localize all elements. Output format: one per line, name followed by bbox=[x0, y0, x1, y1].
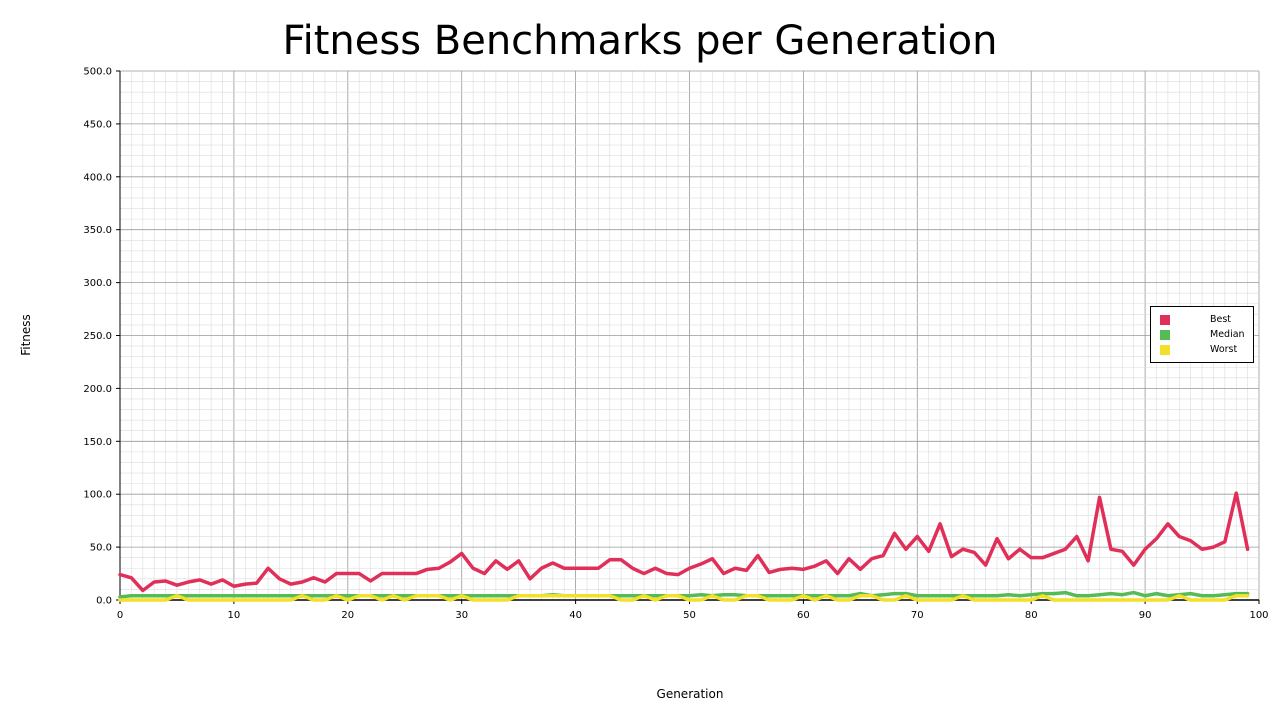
y-tick-label: 300.0 bbox=[83, 278, 112, 289]
legend-label-median: Median bbox=[1210, 329, 1245, 340]
legend-swatch-median bbox=[1160, 330, 1170, 340]
y-tick-label: 0.0 bbox=[96, 596, 112, 607]
x-tick-label: 20 bbox=[341, 610, 354, 621]
y-tick-label: 100.0 bbox=[83, 490, 112, 501]
x-tick-label: 0 bbox=[117, 610, 123, 621]
series-line-median bbox=[118, 590, 1250, 599]
x-tick-label: 60 bbox=[797, 610, 810, 621]
x-tick-label: 70 bbox=[911, 610, 924, 621]
legend-label-best: Best bbox=[1210, 314, 1232, 325]
y-tick-label: 150.0 bbox=[83, 437, 112, 448]
legend-swatch-worst bbox=[1160, 345, 1170, 355]
y-tick-label: 50.0 bbox=[90, 543, 112, 554]
x-tick-label: 90 bbox=[1139, 610, 1152, 621]
legend-swatch-best bbox=[1160, 315, 1170, 325]
y-tick-label: 350.0 bbox=[83, 225, 112, 236]
legend-label-worst: Worst bbox=[1210, 344, 1238, 355]
y-tick-label: 250.0 bbox=[83, 331, 112, 342]
legend-item-worst: Worst bbox=[1160, 344, 1250, 356]
legend-item-best: Best bbox=[1160, 314, 1250, 326]
x-tick-label: 50 bbox=[683, 610, 696, 621]
y-tick-label: 500.0 bbox=[83, 67, 112, 78]
y-tick-label: 200.0 bbox=[83, 384, 112, 395]
series-line-best bbox=[118, 491, 1250, 593]
x-tick-label: 100 bbox=[1249, 610, 1268, 621]
x-tick-label: 80 bbox=[1025, 610, 1038, 621]
legend: Best Median Worst bbox=[1150, 306, 1254, 363]
x-tick-label: 10 bbox=[228, 610, 241, 621]
legend-item-median: Median bbox=[1160, 329, 1250, 341]
y-tick-label: 400.0 bbox=[83, 172, 112, 183]
x-tick-label: 30 bbox=[455, 610, 468, 621]
x-axis-label: Generation bbox=[656, 687, 724, 701]
series-line-worst bbox=[118, 594, 1250, 602]
chart-title: Fitness Benchmarks per Generation bbox=[282, 18, 998, 64]
y-tick-label: 450.0 bbox=[83, 119, 112, 130]
x-tick-label: 40 bbox=[569, 610, 582, 621]
